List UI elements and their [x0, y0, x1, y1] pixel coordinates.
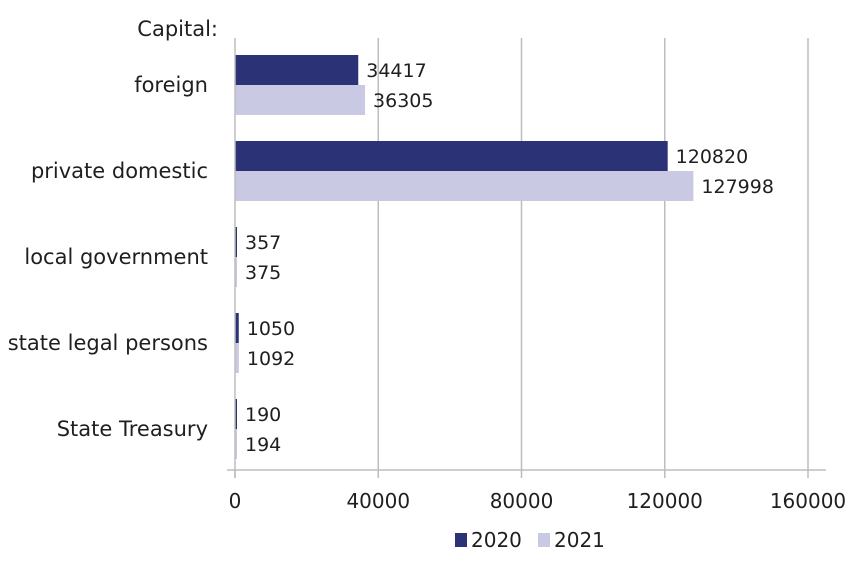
legend-swatch	[538, 533, 550, 547]
data-label: 190	[245, 404, 281, 426]
bar-2021	[235, 343, 239, 373]
x-tick-label: 120000	[627, 489, 703, 513]
data-label: 127998	[701, 176, 774, 198]
data-label: 375	[245, 262, 281, 284]
category-label: local government	[24, 245, 208, 269]
data-label: 36305	[373, 90, 433, 112]
data-label: 34417	[366, 60, 426, 82]
category-labels: foreign private domestic local government s…	[8, 73, 208, 441]
x-tick-label: 0	[229, 489, 242, 513]
x-tick-label: 160000	[770, 489, 846, 513]
legend-label: 2021	[554, 528, 605, 552]
category-label: State Treasury	[57, 417, 208, 441]
bar-2021	[235, 429, 237, 459]
data-label: 1050	[247, 318, 295, 340]
bar-2020	[235, 227, 237, 257]
legend-swatch	[455, 533, 467, 547]
category-label: state legal persons	[8, 331, 208, 355]
category-label: foreign	[134, 73, 208, 97]
data-label: 357	[245, 232, 281, 254]
legend-label: 2020	[471, 528, 522, 552]
gridlines	[377, 38, 809, 470]
data-label: 1092	[247, 348, 295, 370]
x-tick-label: 80000	[490, 489, 554, 513]
legend: 2020 2021	[455, 528, 605, 552]
bars	[235, 55, 694, 459]
bar-2020	[235, 313, 239, 343]
bar-2020	[235, 399, 237, 429]
bar-2021	[235, 171, 694, 201]
bar-2020	[235, 141, 668, 171]
x-tick-label: 40000	[346, 489, 410, 513]
category-label: private domestic	[31, 159, 208, 183]
data-label: 120820	[676, 146, 749, 168]
x-axis: 0 40000 80000 120000 160000	[227, 38, 846, 513]
bar-2021	[235, 257, 237, 287]
bar-2020	[235, 55, 359, 85]
bar-2021	[235, 85, 366, 115]
data-labels: 34417 36305 120820 127998 357 375 1050 1092 190 1…	[245, 60, 774, 456]
category-group-label: Capital:	[137, 17, 218, 41]
data-label: 194	[245, 434, 281, 456]
